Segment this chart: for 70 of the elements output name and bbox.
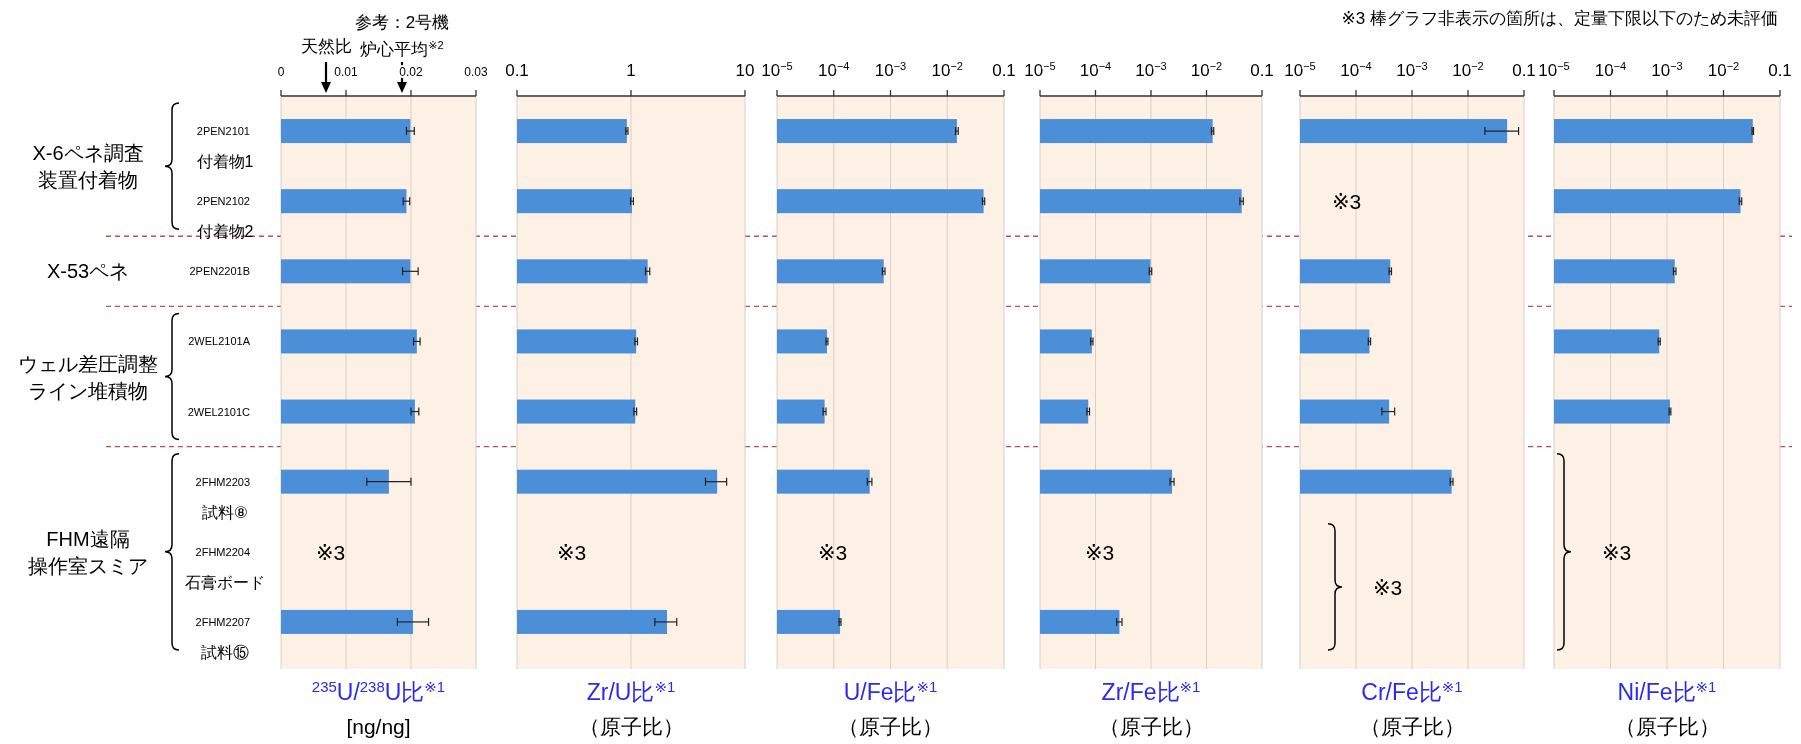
x-tick-label: 10$^{−3}$ [874,60,907,80]
x-tick-label: 10 [735,61,755,80]
x-tick-label: 10$^{−2}$ [1452,60,1484,80]
text: 装置付着物 [38,169,138,192]
text: 付着物1 [195,153,254,171]
text: X-6ペネ調査 [32,142,144,165]
x-tick-label: 10$^{−2}$ [1190,60,1223,80]
text: 石膏ボード [185,573,265,591]
text: Zr/Fe比$^{※1}$ （原子比） [1098,677,1204,738]
text: 付着物2 [195,223,254,241]
y-tick-label: 2PEN2102 [196,195,250,208]
text: 天然比 [300,37,352,56]
text: 試料⑧ [201,503,249,521]
x-tick-label: 10$^{−3}$ [1396,60,1428,80]
x-tick-label: 10$^{−2}$ [1707,60,1740,80]
text: $^{235}$U/$^{238}$U比$^{※1}$ [ng/ng] [311,677,446,738]
bar [281,189,407,214]
annotation: ※3 [1085,540,1115,564]
text: ウェル差圧調整 [18,352,158,375]
x-tick-label: 0 [277,65,285,79]
text: Zr/U比$^{※1}$ （原子比） [578,677,684,738]
x-tick-label: 0.1 [505,61,529,80]
annotation: ※3 [1373,575,1403,599]
x-tick-label: 0.03 [464,65,488,79]
text: X-53ペネ [46,260,130,283]
x-tick-label: 10$^{−5}$ [1538,60,1570,80]
y-tick-label: 2WEL2101C [187,405,251,418]
text: 試料⑮ [201,643,249,661]
y-tick-label: 2PEN2101 [196,125,250,138]
annotation: ※3 [1602,540,1632,564]
y-tick-label: 2PEN2201B [189,265,250,278]
annotation: ※3 [316,540,346,564]
x-tick-label: 10$^{−4}$ [1340,60,1372,80]
x-tick-label: 0.01 [334,65,358,79]
x-tick-label: 10$^{−4}$ [1594,60,1627,80]
bar [281,259,411,284]
text: 炉心平均$^{※2}$ [360,39,444,59]
text: ※3 棒グラフ非表示の箇所は、定量下限以下のため未評価 [1341,9,1778,28]
y-tick-label: 2FHM2204 [195,545,250,558]
bar [281,609,413,634]
x-tick-label: 10$^{−5}$ [1024,60,1056,80]
bar [281,469,389,494]
text: FHM遠隔 [46,527,130,550]
x-tick-label: 0.1 [992,61,1016,80]
text: ライン堆積物 [28,379,148,402]
x-tick-label: 1 [626,61,636,80]
annotation: ※3 [557,540,587,564]
x-tick-label: 10$^{−5}$ [1284,60,1316,80]
y-tick-label: 2FHM2203 [195,475,250,488]
text: U/Fe比$^{※1}$ （原子比） [838,677,943,738]
x-tick-label: 10$^{−5}$ [761,60,793,80]
x-tick-label: 10$^{−4}$ [1079,60,1112,80]
x-tick-label: 0.1 [1512,61,1536,80]
annotation: ※3 [818,540,848,564]
text: Cr/Fe比$^{※1}$ （原子比） [1359,677,1465,738]
x-tick-label: 0.1 [1250,61,1274,80]
y-tick-label: 2WEL2101A [188,335,251,348]
bar [281,399,415,424]
text: Ni/Fe比$^{※1}$ （原子比） [1614,677,1720,738]
x-tick-label: 10$^{−4}$ [817,60,850,80]
x-tick-label: 10$^{−3}$ [1651,60,1683,80]
x-tick-label: 0.1 [1768,61,1792,80]
x-tick-label: 10$^{−3}$ [1135,60,1167,80]
bar [281,119,411,144]
bar [281,329,417,354]
x-tick-label: 10$^{−2}$ [931,60,964,80]
text: 参考：2号機 [354,13,450,32]
y-tick-label: 2FHM2207 [195,615,250,628]
text: 操作室スミア [28,554,148,577]
annotation: ※3 [1332,190,1362,214]
